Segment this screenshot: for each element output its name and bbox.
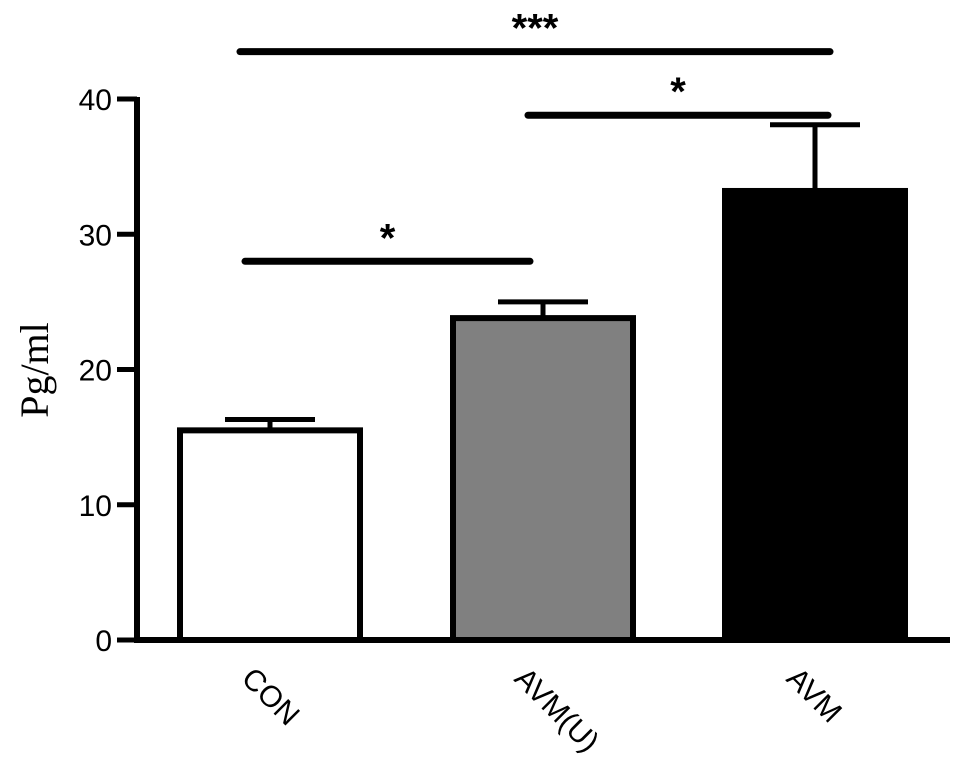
significance-label: *** bbox=[512, 7, 559, 51]
bar bbox=[722, 187, 908, 643]
significance-label: * bbox=[670, 70, 686, 114]
y-tick-label: 40 bbox=[79, 84, 112, 117]
x-category-label: AVM bbox=[780, 662, 848, 730]
bar bbox=[177, 427, 363, 643]
x-category-label: AVM(U) bbox=[508, 662, 605, 759]
y-axis-title: Pg/ml bbox=[12, 322, 57, 418]
y-tick-label: 30 bbox=[79, 219, 112, 252]
y-tick-label: 10 bbox=[79, 490, 112, 523]
significance-label: * bbox=[380, 216, 396, 260]
bar bbox=[450, 315, 636, 643]
y-tick-label: 20 bbox=[79, 355, 112, 388]
x-category-label: CON bbox=[235, 662, 305, 732]
y-tick-label: 0 bbox=[95, 625, 112, 658]
